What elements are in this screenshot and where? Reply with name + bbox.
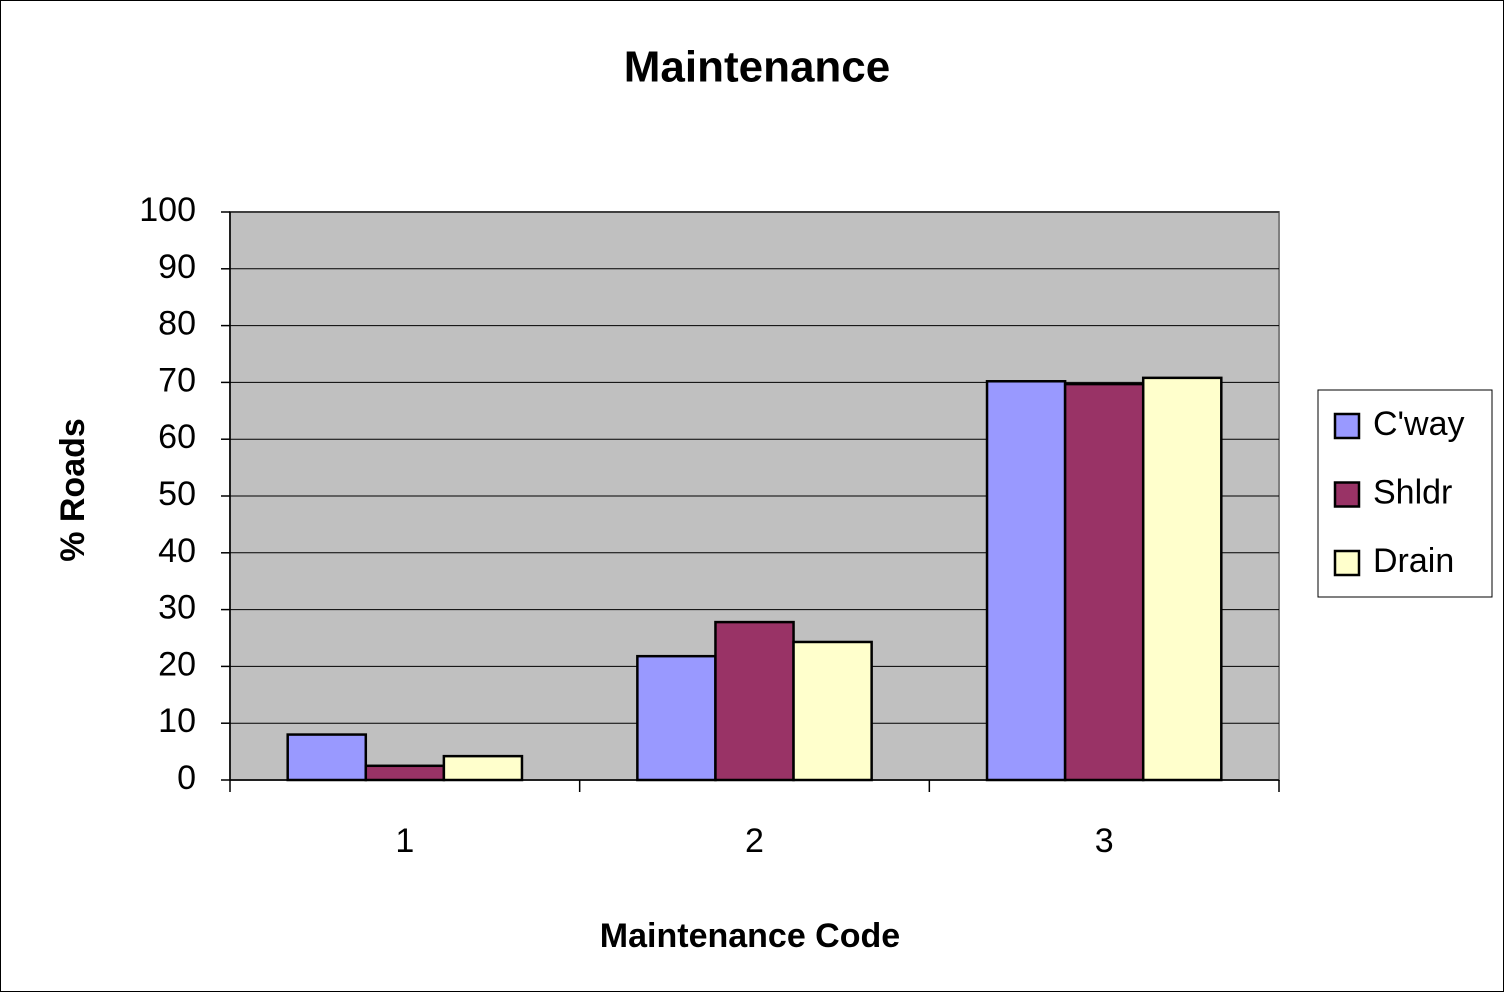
y-tick-label: 30 — [158, 589, 196, 627]
legend-label: Drain — [1373, 542, 1454, 580]
legend-label: Shldr — [1373, 473, 1452, 511]
y-tick-label: 100 — [139, 191, 196, 229]
x-tick-label: 2 — [745, 822, 764, 860]
y-tick-label: 20 — [158, 645, 196, 683]
chart-title: Maintenance — [624, 43, 891, 92]
bar — [1063, 382, 1145, 782]
y-tick-label: 80 — [158, 305, 196, 343]
bar — [442, 754, 524, 782]
bar — [364, 764, 446, 782]
bar — [985, 380, 1067, 782]
y-tick-label: 50 — [158, 475, 196, 513]
bar — [286, 733, 368, 782]
bar — [1141, 376, 1223, 782]
y-tick-label: 60 — [158, 418, 196, 456]
y-axis-title: % Roads — [54, 418, 92, 562]
x-tick-label: 3 — [1095, 822, 1114, 860]
x-axis-title: Maintenance Code — [600, 917, 900, 955]
bar — [714, 620, 795, 782]
x-tick-label: 1 — [395, 822, 414, 860]
y-tick-label: 0 — [177, 759, 196, 797]
bar — [792, 640, 873, 782]
y-tick-label: 40 — [158, 532, 196, 570]
legend-swatch — [1333, 481, 1361, 508]
y-tick-label: 70 — [158, 361, 196, 399]
y-tick-label: 90 — [158, 248, 196, 286]
legend-swatch — [1333, 549, 1361, 577]
legend-label: C'way — [1373, 405, 1465, 443]
y-tick-label: 10 — [158, 702, 196, 740]
legend-swatch — [1333, 412, 1361, 440]
bar — [636, 654, 717, 782]
